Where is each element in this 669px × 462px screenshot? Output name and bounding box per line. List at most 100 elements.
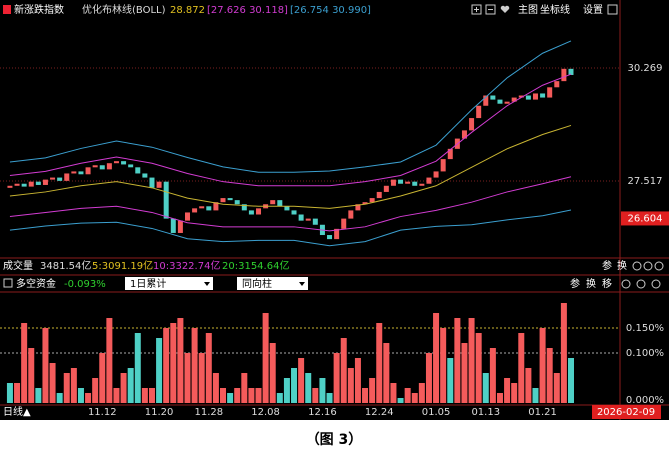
candle	[469, 118, 475, 131]
candle	[511, 97, 517, 102]
zoom-out[interactable]	[485, 4, 496, 15]
candle	[14, 183, 20, 186]
bar	[362, 388, 369, 403]
bar	[191, 328, 198, 403]
tool-icon[interactable]	[654, 261, 664, 271]
candle	[532, 93, 538, 100]
zoom-in[interactable]	[471, 4, 482, 15]
candle	[405, 181, 411, 184]
bar	[504, 378, 511, 403]
tool[interactable]: 换	[586, 277, 596, 290]
bar	[106, 318, 113, 403]
button[interactable]: 坐标线	[540, 3, 570, 16]
y-tick-label: 30.269	[628, 63, 663, 74]
candle	[518, 95, 524, 98]
candle	[277, 200, 283, 207]
candle	[412, 181, 418, 186]
bar	[28, 348, 35, 403]
bar	[184, 353, 191, 403]
inner-band: [27.626 30.118]	[207, 5, 288, 16]
candle	[241, 204, 247, 211]
candle	[42, 179, 48, 185]
bar	[326, 393, 333, 403]
tool[interactable]: 参	[602, 259, 612, 272]
bar	[241, 373, 248, 403]
button[interactable]: 主图	[518, 4, 538, 16]
tool-icon[interactable]	[621, 279, 631, 289]
x-tick-label: 11.28	[194, 407, 223, 418]
bar	[475, 333, 482, 403]
candle	[199, 206, 205, 209]
candle	[483, 95, 489, 106]
bar	[560, 303, 567, 403]
outer-band: [26.754 30.990]	[290, 5, 371, 16]
candle	[50, 177, 56, 180]
candle	[270, 200, 276, 205]
favorite[interactable]	[500, 5, 510, 13]
tool[interactable]: 换	[617, 259, 627, 272]
band-line	[9, 209, 572, 247]
candle	[312, 218, 318, 225]
tool[interactable]: 参	[570, 277, 580, 290]
candle	[206, 206, 212, 211]
candle	[376, 191, 382, 199]
bar	[447, 358, 454, 403]
bar	[156, 338, 163, 403]
volume-ma20: 20:3154.64亿	[222, 259, 289, 272]
candle	[128, 164, 134, 168]
bar	[298, 358, 305, 403]
bar	[425, 353, 432, 403]
x-tick-label: 01.21	[528, 407, 557, 418]
volume-label: 成交量	[3, 259, 33, 272]
tool-icon[interactable]	[651, 279, 661, 289]
candle	[234, 200, 240, 205]
dropdown[interactable]	[237, 277, 308, 290]
candle	[426, 177, 432, 184]
price-marker	[621, 211, 669, 226]
bar	[14, 383, 21, 403]
candle	[504, 101, 510, 104]
bar	[496, 393, 503, 403]
candle	[177, 220, 183, 233]
y-tick-label: 0.000%	[626, 395, 664, 406]
candle	[184, 212, 190, 221]
bar	[56, 393, 63, 403]
dropdown-text: 同向柱	[242, 277, 272, 290]
candle	[327, 235, 333, 240]
bar	[525, 368, 532, 403]
bar	[85, 393, 92, 403]
bar	[212, 373, 219, 403]
bar	[220, 388, 227, 403]
window-button[interactable]	[607, 4, 618, 15]
y-tick-label: 0.150%	[626, 323, 664, 334]
bar	[255, 388, 262, 403]
bar	[227, 393, 234, 403]
bar	[539, 328, 546, 403]
x-tick-label: 11.20	[145, 407, 174, 418]
bar	[369, 378, 376, 403]
bar	[518, 333, 525, 403]
bar	[21, 323, 28, 403]
candle	[57, 177, 63, 181]
bar	[170, 323, 177, 403]
dropdown[interactable]	[125, 277, 213, 290]
candle	[554, 81, 560, 88]
candle	[149, 177, 155, 188]
tool[interactable]: 移	[602, 277, 612, 290]
tool-icon[interactable]	[643, 261, 653, 271]
dropdown-arrow	[204, 282, 210, 286]
tool-icon[interactable]	[636, 279, 646, 289]
bar	[440, 328, 447, 403]
candle	[220, 198, 226, 203]
candle	[419, 183, 425, 186]
band-line	[9, 73, 572, 187]
tool-icon[interactable]	[632, 261, 642, 271]
bar	[127, 368, 134, 403]
button[interactable]: 设置	[583, 4, 603, 16]
bar	[454, 318, 461, 403]
candle	[398, 179, 404, 184]
candle	[71, 171, 77, 174]
candle	[170, 218, 176, 233]
candle	[121, 161, 127, 165]
